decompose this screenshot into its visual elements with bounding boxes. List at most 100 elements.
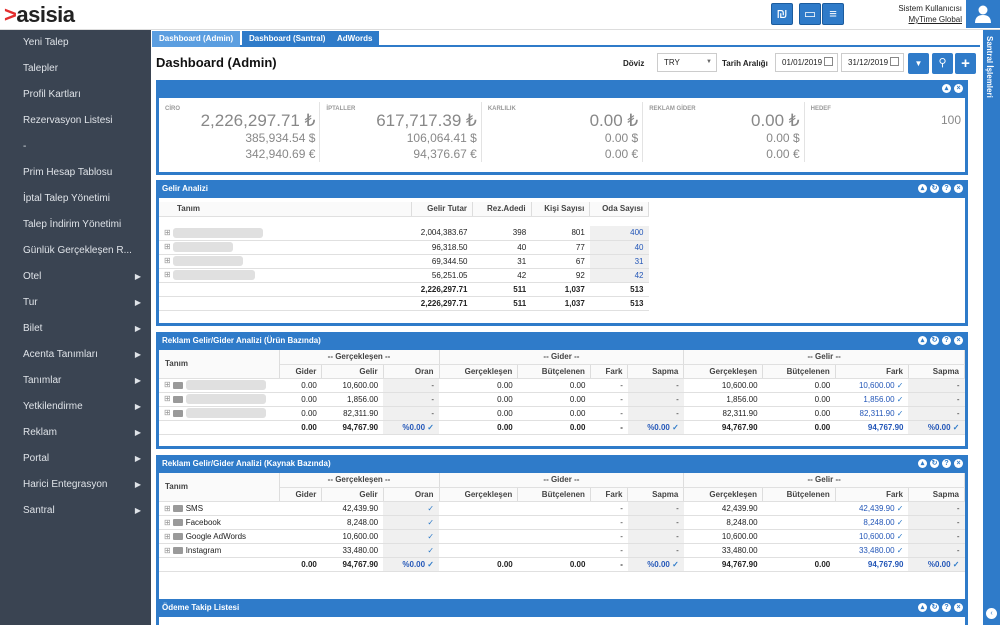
thumbs-up-icon[interactable]: ✓ <box>894 394 904 404</box>
sidebar-item[interactable]: Portal ▶ <box>0 446 151 472</box>
refresh-icon[interactable]: ↻ <box>930 336 939 345</box>
thumbs-up-icon[interactable]: ✓ <box>894 408 904 418</box>
thumbs-up-icon[interactable]: ✓ <box>427 517 435 527</box>
currency-icon[interactable]: ₪ <box>771 3 793 25</box>
table-row[interactable]: ⊞ 96,318.50 40 77 40 <box>159 240 649 255</box>
sidebar-item[interactable]: Bilet ▶ <box>0 316 151 342</box>
cell-oda[interactable]: 31 <box>589 254 649 269</box>
table-row[interactable]: ⊞ Google AdWords 10,600.00 ✓ - -10,600.00 10,… <box>159 529 965 544</box>
date-to-input[interactable]: 31/12/2019 <box>841 53 904 72</box>
col-header[interactable]: Sapma <box>908 487 966 502</box>
menu-icon[interactable]: ≡ <box>822 3 844 25</box>
expand-icon[interactable]: ⊞ <box>164 242 171 252</box>
app-logo[interactable]: >asisia <box>4 2 75 27</box>
col-header[interactable]: Bütçelenen <box>517 487 591 502</box>
thumbs-up-icon[interactable]: ✓ <box>427 545 435 555</box>
thumbs-up-icon[interactable]: ✓ <box>894 517 904 527</box>
col-header[interactable]: Gerçekleşen <box>439 364 519 379</box>
close-icon[interactable]: × <box>954 336 963 345</box>
refresh-icon[interactable]: ↻ <box>930 184 939 193</box>
refresh-icon[interactable]: ↻ <box>930 459 939 468</box>
sidebar-item[interactable]: Tur ▶ <box>0 290 151 316</box>
expand-icon[interactable]: ⊞ <box>164 380 171 390</box>
sidebar-item[interactable]: Profil Kartları <box>0 82 151 108</box>
thumbs-up-icon[interactable]: ✓ <box>669 422 679 432</box>
refresh-icon[interactable]: ↻ <box>930 603 939 612</box>
col-header[interactable]: Bütçelenen <box>762 487 836 502</box>
help-icon[interactable]: ? <box>942 603 951 612</box>
col-tanim[interactable]: Tanım <box>159 350 280 379</box>
col-header[interactable]: Gerçekleşen <box>683 487 764 502</box>
sidebar-item[interactable]: Talep İndirim Yönetimi <box>0 212 151 238</box>
col-oda-sayisi[interactable]: Oda Sayısı <box>589 202 649 217</box>
col-header[interactable]: Bütçelenen <box>517 364 591 379</box>
thumbs-up-icon[interactable]: ✓ <box>669 559 679 569</box>
sidebar-item[interactable]: Yeni Talep <box>0 30 151 56</box>
table-row[interactable]: ⊞ Instagram 33,480.00 ✓ - -33,480.00 33,480.0… <box>159 543 965 558</box>
thumbs-up-icon[interactable]: ✓ <box>894 503 904 513</box>
table-row[interactable]: ⊞ 56,251.05 42 92 42 <box>159 268 649 283</box>
santral-side-panel[interactable]: Santral İşlemleri ‹ <box>983 30 1000 625</box>
expand-icon[interactable]: ⊞ <box>164 270 171 280</box>
sidebar-item[interactable]: Rezervasyon Listesi <box>0 108 151 134</box>
collapse-icon[interactable]: ▴ <box>918 184 927 193</box>
thumbs-up-icon[interactable]: ✓ <box>425 422 435 432</box>
col-header[interactable]: Oran <box>383 487 440 502</box>
collapse-icon[interactable]: ▴ <box>918 459 927 468</box>
col-header[interactable]: Oran <box>383 364 440 379</box>
expand-icon[interactable]: ⊞ <box>164 531 171 541</box>
tab-dashboard-santral[interactable]: Dashboard (Santral) <box>242 31 333 47</box>
user-company-link[interactable]: MyTime Global <box>908 15 963 24</box>
collapse-icon[interactable]: ▴ <box>942 84 951 93</box>
collapse-icon[interactable]: ▴ <box>918 603 927 612</box>
collapse-icon[interactable]: ▴ <box>918 336 927 345</box>
add-button[interactable]: + <box>955 53 976 74</box>
thumbs-up-icon[interactable]: ✓ <box>427 531 435 541</box>
col-header[interactable]: Gider <box>279 487 323 502</box>
thumbs-up-icon[interactable]: ✓ <box>894 531 904 541</box>
table-row[interactable]: ⊞ 2,004,383.67 398 801 400 <box>159 226 649 241</box>
col-header[interactable]: Sapma <box>627 487 685 502</box>
sidebar-item[interactable]: Santral ▶ <box>0 498 151 524</box>
sidebar-item[interactable]: - <box>0 134 151 160</box>
date-from-input[interactable]: 01/01/2019 <box>775 53 838 72</box>
expand-icon[interactable]: ⊞ <box>164 256 171 266</box>
sidebar-item[interactable]: Talepler <box>0 56 151 82</box>
col-tanim[interactable]: Tanım <box>159 473 280 502</box>
avatar[interactable] <box>966 0 1000 28</box>
col-rez-adedi[interactable]: Rez.Adedi <box>472 202 532 217</box>
sidebar-item[interactable]: Acenta Tanımları ▶ <box>0 342 151 368</box>
col-header[interactable]: Sapma <box>908 364 966 379</box>
sidebar-item[interactable]: Reklam ▶ <box>0 420 151 446</box>
col-header[interactable]: Gerçekleşen <box>439 487 519 502</box>
cell-oda[interactable]: 42 <box>589 268 649 283</box>
sidebar-item[interactable]: Yetkilendirme ▶ <box>0 394 151 420</box>
table-row[interactable]: ⊞ 0.00 10,600.00-0.00 0.00- -10,600.00 0.00 10… <box>159 378 965 393</box>
close-icon[interactable]: × <box>954 603 963 612</box>
help-icon[interactable]: ? <box>942 336 951 345</box>
thumbs-up-icon[interactable]: ✓ <box>894 545 904 555</box>
currency-select[interactable]: TRY ▼ <box>657 53 717 72</box>
search-button[interactable]: ⚲ <box>932 53 953 74</box>
col-header[interactable]: Fark <box>835 364 909 379</box>
sidebar-item[interactable]: İptal Talep Yönetimi <box>0 186 151 212</box>
expand-icon[interactable]: ⊞ <box>164 503 171 513</box>
col-header[interactable]: Gelir <box>321 487 384 502</box>
sidebar-item[interactable]: Tanımlar ▶ <box>0 368 151 394</box>
dropdown-button[interactable]: ▼ <box>908 53 929 74</box>
tab-dashboard-admin[interactable]: Dashboard (Admin) <box>152 31 241 47</box>
thumbs-up-icon[interactable]: ✓ <box>894 380 904 390</box>
cell-oda[interactable]: 400 <box>589 226 649 241</box>
table-row[interactable]: ⊞ 69,344.50 31 67 31 <box>159 254 649 269</box>
table-row[interactable]: ⊞ Facebook 8,248.00 ✓ - -8,248.00 8,248.00 ✓ - <box>159 515 965 530</box>
table-row[interactable]: ⊞ 0.00 1,856.00-0.00 0.00- -1,856.00 0.00 1,85… <box>159 392 965 407</box>
thumbs-up-icon[interactable]: ✓ <box>950 559 960 569</box>
help-icon[interactable]: ? <box>942 459 951 468</box>
help-icon[interactable]: ? <box>942 184 951 193</box>
col-header[interactable]: Sapma <box>627 364 685 379</box>
thumbs-up-icon[interactable]: ✓ <box>425 559 435 569</box>
col-header[interactable]: Gerçekleşen <box>683 364 764 379</box>
sidebar-item[interactable]: Otel ▶ <box>0 264 151 290</box>
table-row[interactable]: ⊞ SMS 42,439.90 ✓ - -42,439.90 42,439.90 ✓ - <box>159 501 965 516</box>
col-kisi-sayisi[interactable]: Kişi Sayısı <box>531 202 591 217</box>
